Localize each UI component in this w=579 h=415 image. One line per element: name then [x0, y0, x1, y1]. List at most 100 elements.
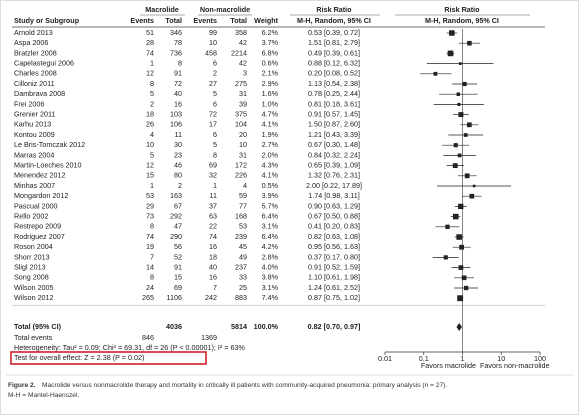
study-name: Mongardon 2012: [14, 191, 68, 200]
point-estimate: [449, 30, 455, 36]
events-cell: 51: [146, 28, 154, 37]
point-estimate: [463, 285, 469, 291]
weight-cell: 3.1%: [262, 222, 279, 231]
weight-cell: 6.4%: [262, 212, 279, 221]
events-cell: 7: [213, 283, 217, 292]
rr-cell: 1.74 [0.98, 3.11]: [308, 191, 359, 200]
study-name: Wilson 2005: [14, 283, 54, 292]
events-cell: 74: [146, 232, 154, 241]
total-cell: 59: [239, 191, 247, 200]
weight-cell: 0.5%: [262, 181, 279, 190]
group-header: Non-macrolide: [200, 5, 250, 14]
total-cell: 290: [170, 232, 182, 241]
total-cell: 72: [174, 79, 182, 88]
events-cell: 19: [146, 242, 154, 251]
total-cell: 78: [174, 38, 182, 47]
weight-cell: 2.1%: [262, 69, 279, 78]
x-tick-label: 10: [497, 354, 505, 363]
highlight-box: [10, 351, 207, 365]
total-cell: 45: [239, 242, 247, 251]
weight-cell: 4.1%: [262, 171, 279, 180]
events-cell: 72: [209, 110, 217, 119]
events-cell: 10: [209, 38, 217, 47]
total-cell: 39: [239, 99, 247, 108]
total-cell: 226: [235, 171, 247, 180]
total-cell: 8: [178, 59, 182, 68]
weight-cell: 2.0%: [262, 150, 279, 159]
x-tick-label: 100: [534, 354, 546, 363]
weight-cell: 5.7%: [262, 201, 279, 210]
column-header: M-H, Random, 95% CI: [297, 16, 371, 25]
study-name: Capelastegui 2006: [14, 59, 74, 68]
rr-cell: 1.13 [0.54, 2.38]: [308, 79, 360, 88]
total-cell: 103: [170, 110, 182, 119]
point-estimate: [445, 224, 450, 229]
point-estimate: [433, 71, 438, 76]
weight-cell: 1.9%: [262, 130, 279, 139]
total-cell: 49: [239, 252, 247, 261]
caption-label: Figure 2.: [8, 382, 36, 389]
events-cell: 5: [150, 89, 154, 98]
total-cell: 172: [235, 161, 247, 170]
total-cell: 23: [174, 150, 182, 159]
events-cell: 28: [146, 38, 154, 47]
column-header: Total: [165, 16, 182, 25]
events-cell: 6: [213, 59, 217, 68]
study-name: Wilson 2012: [14, 293, 54, 302]
events-cell: 40: [209, 263, 217, 272]
events-cell: 69: [209, 161, 217, 170]
weight-cell: 3.8%: [262, 273, 279, 282]
x-right-label: Favors non-macrolide: [480, 361, 550, 370]
total-cell: 52: [174, 252, 182, 261]
weight-cell: 6.8%: [262, 48, 279, 57]
point-estimate: [461, 275, 467, 281]
events-cell: 18: [209, 252, 217, 261]
point-estimate: [456, 234, 462, 240]
study-name: Dambrava 2008: [14, 89, 65, 98]
point-estimate: [457, 153, 462, 158]
rr-cell: 0.82 [0.63, 1.08]: [308, 232, 360, 241]
point-estimate: [472, 184, 476, 188]
study-name: Rello 2002: [14, 212, 48, 221]
total-diamond: [456, 323, 462, 331]
point-estimate: [457, 102, 461, 106]
events-cell: 17: [209, 120, 217, 129]
point-estimate: [462, 81, 467, 87]
total-cell: 4036: [166, 322, 182, 331]
rr-cell: 0.95 [0.56, 1.63]: [308, 242, 360, 251]
total-cell: 40: [174, 89, 182, 98]
weight-cell: 1.6%: [262, 89, 279, 98]
study-name: Aspa 2006: [14, 38, 48, 47]
events-cell: 18: [146, 110, 154, 119]
events-cell: 8: [213, 150, 217, 159]
events-cell: 8: [150, 79, 154, 88]
study-name: Menendez 2012: [14, 171, 66, 180]
total-cell: 16: [174, 99, 182, 108]
total-cell: 5814: [231, 322, 247, 331]
rr-cell: 0.37 [0.17, 0.80]: [308, 252, 360, 261]
column-header: Events: [130, 16, 154, 25]
total-cell: 106: [170, 120, 182, 129]
weight-cell: 0.6%: [262, 59, 279, 68]
study-name: Pascual 2000: [14, 201, 58, 210]
events-cell: 53: [146, 191, 154, 200]
weight-cell: 3.9%: [262, 191, 279, 200]
weight-cell: 7.4%: [262, 293, 279, 302]
events-cell: 2: [213, 69, 217, 78]
total-cell: 2: [178, 181, 182, 190]
total-cell: 736: [170, 48, 182, 57]
column-header: Study or Subgroup: [14, 16, 80, 25]
study-name: Cilloniz 2011: [14, 79, 55, 88]
weight-cell: 6.4%: [262, 232, 279, 241]
events-cell: 73: [146, 212, 154, 221]
events-cell: 2: [150, 99, 154, 108]
column-header: Total: [230, 16, 247, 25]
total-cell: 33: [239, 273, 247, 282]
study-name: Charles 2008: [14, 69, 57, 78]
study-name: Roson 2004: [14, 242, 53, 251]
weight-cell: 6.2%: [262, 28, 279, 37]
events-cell: 5: [213, 140, 217, 149]
study-name: Kontou 2009: [14, 130, 55, 139]
total-cell: 1106: [167, 293, 182, 302]
